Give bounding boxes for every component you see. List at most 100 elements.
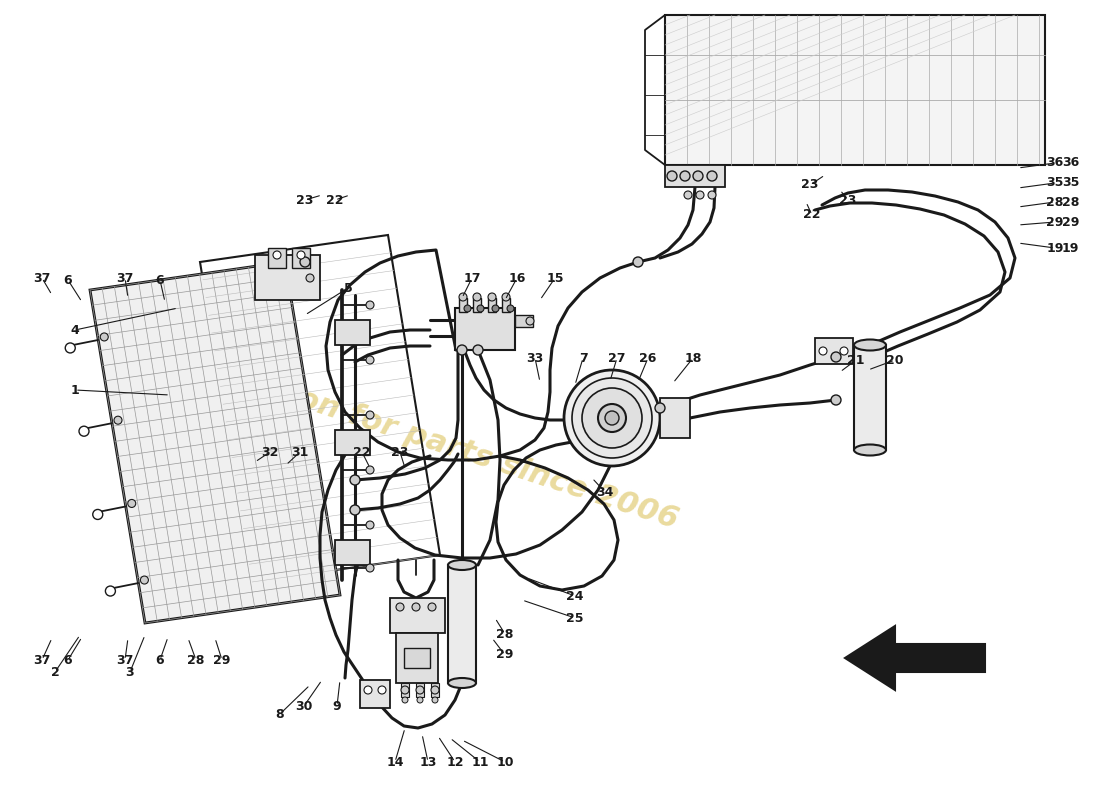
- Circle shape: [488, 293, 496, 301]
- Polygon shape: [90, 262, 340, 623]
- Text: 22: 22: [327, 194, 343, 206]
- Circle shape: [306, 274, 313, 282]
- Circle shape: [402, 686, 409, 694]
- Circle shape: [840, 347, 848, 355]
- Text: 4: 4: [70, 323, 79, 337]
- Circle shape: [65, 343, 75, 353]
- Text: 29: 29: [213, 654, 231, 666]
- Circle shape: [92, 510, 102, 519]
- Polygon shape: [845, 626, 984, 690]
- Bar: [390, 598, 446, 633]
- Text: 21: 21: [847, 354, 865, 366]
- Bar: [360, 680, 390, 708]
- Text: 35: 35: [1062, 177, 1079, 190]
- Circle shape: [114, 416, 122, 424]
- Text: 5: 5: [343, 282, 352, 294]
- Circle shape: [684, 191, 692, 199]
- Text: 6: 6: [156, 654, 164, 666]
- Circle shape: [473, 345, 483, 355]
- Bar: [666, 165, 725, 187]
- Circle shape: [402, 697, 408, 703]
- Ellipse shape: [448, 560, 476, 570]
- Text: 22: 22: [803, 209, 821, 222]
- Circle shape: [707, 171, 717, 181]
- Bar: [854, 345, 886, 450]
- Circle shape: [693, 171, 703, 181]
- Bar: [336, 320, 370, 345]
- Circle shape: [128, 499, 135, 507]
- Text: 13: 13: [419, 755, 437, 769]
- Bar: [473, 298, 481, 312]
- Circle shape: [654, 403, 666, 413]
- Text: 2: 2: [51, 666, 59, 678]
- Bar: [255, 255, 320, 300]
- Circle shape: [366, 564, 374, 572]
- Text: 37: 37: [33, 654, 51, 666]
- Bar: [336, 540, 370, 565]
- Circle shape: [572, 378, 652, 458]
- Text: 27: 27: [608, 351, 626, 365]
- Text: 28: 28: [187, 654, 205, 666]
- Circle shape: [412, 603, 420, 611]
- Circle shape: [667, 171, 676, 181]
- Circle shape: [830, 395, 842, 405]
- Circle shape: [431, 686, 439, 694]
- Bar: [488, 298, 496, 312]
- Text: 6: 6: [156, 274, 164, 286]
- Bar: [402, 683, 409, 697]
- Circle shape: [428, 603, 436, 611]
- Circle shape: [473, 293, 481, 301]
- Circle shape: [417, 697, 424, 703]
- Text: 6: 6: [64, 654, 73, 666]
- Polygon shape: [666, 15, 1045, 165]
- Text: 36: 36: [1062, 157, 1079, 170]
- Circle shape: [680, 171, 690, 181]
- Circle shape: [632, 257, 644, 267]
- Circle shape: [456, 345, 468, 355]
- Bar: [404, 648, 430, 668]
- Text: 22: 22: [353, 446, 371, 458]
- Text: 3: 3: [125, 666, 134, 678]
- Circle shape: [366, 301, 374, 309]
- Circle shape: [364, 686, 372, 694]
- Text: 28: 28: [496, 627, 514, 641]
- Text: 28: 28: [1046, 195, 1064, 209]
- Text: 23: 23: [839, 194, 857, 206]
- Text: 35: 35: [1046, 177, 1064, 190]
- Circle shape: [820, 347, 827, 355]
- Circle shape: [350, 505, 360, 515]
- Bar: [448, 565, 476, 683]
- Bar: [336, 430, 370, 455]
- Text: 36: 36: [1046, 157, 1064, 170]
- Circle shape: [297, 251, 305, 259]
- Text: 32: 32: [262, 446, 278, 458]
- Bar: [455, 308, 515, 350]
- Bar: [292, 248, 310, 268]
- Circle shape: [366, 411, 374, 419]
- Ellipse shape: [854, 445, 886, 455]
- Text: 26: 26: [639, 351, 657, 365]
- Ellipse shape: [448, 678, 476, 688]
- Circle shape: [708, 191, 716, 199]
- Bar: [660, 398, 690, 438]
- Circle shape: [582, 388, 642, 448]
- Text: 16: 16: [508, 271, 526, 285]
- Circle shape: [350, 475, 360, 485]
- Circle shape: [598, 404, 626, 432]
- Text: 8: 8: [276, 707, 284, 721]
- Text: 33: 33: [527, 351, 543, 365]
- Text: 14: 14: [386, 755, 404, 769]
- Text: 23: 23: [296, 194, 314, 206]
- Text: 20: 20: [887, 354, 904, 366]
- Circle shape: [416, 686, 424, 694]
- Text: a passion for parts since 2006: a passion for parts since 2006: [178, 346, 682, 534]
- Circle shape: [366, 466, 374, 474]
- Text: 23: 23: [392, 446, 409, 458]
- Text: 29: 29: [1046, 215, 1064, 229]
- Text: 11: 11: [471, 755, 488, 769]
- Circle shape: [696, 191, 704, 199]
- Circle shape: [378, 686, 386, 694]
- Text: 23: 23: [801, 178, 818, 191]
- Text: 15: 15: [547, 271, 563, 285]
- Bar: [396, 633, 438, 683]
